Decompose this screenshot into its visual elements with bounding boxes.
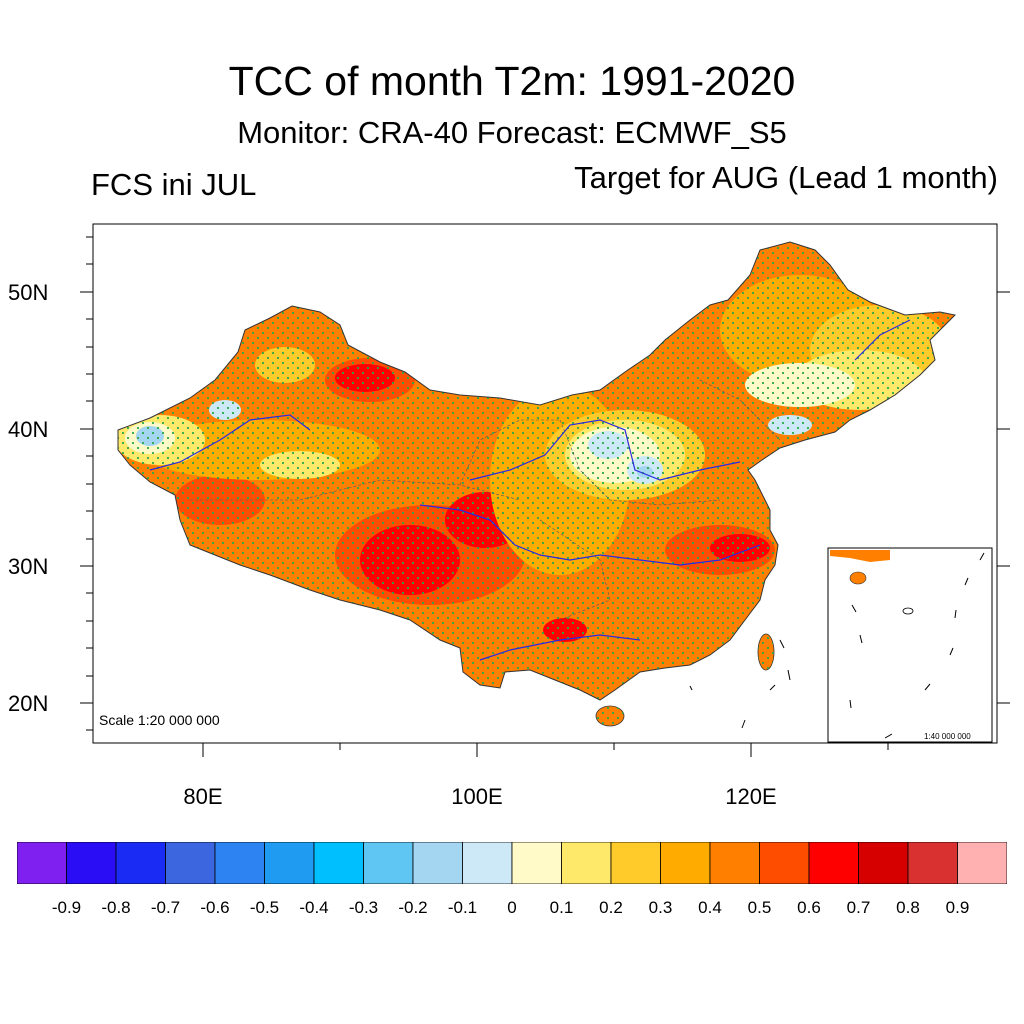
colorbar-tick-label: -0.7 [150,898,181,917]
colorbar-swatch [66,842,117,884]
colorbar-swatch [709,842,760,884]
lon-label-80e: 80E [183,784,223,809]
colorbar-swatch [808,842,859,884]
colorbar-swatch [313,842,364,884]
colorbar-swatch [561,842,612,884]
colorbar-tick-label: 0.6 [797,898,821,917]
right-label: Target for AUG (Lead 1 month) [574,160,998,195]
colorbar-tick-label: 0.3 [648,898,673,917]
colorbar-tick-label: -0.6 [200,898,230,917]
colorbar-swatch [462,842,513,884]
inset-islands [902,607,914,615]
colorbar-tick-label: -0.8 [101,898,131,917]
lon-label-120e: 120E [725,784,777,809]
province-borders [190,379,781,621]
colorbar-swatch [214,842,265,884]
colorbar-tick-label: -0.9 [51,898,82,917]
lon-label-100e: 100E [451,784,503,809]
colorbar-swatch [264,842,315,884]
lon-ticks [202,743,889,757]
scale-label: Scale 1:20 000 000 [99,712,220,728]
colorbar-tick-label: 0.5 [747,898,772,917]
inset-scale-label: 1:40 000 000 [924,732,971,741]
colorbar-tick-label: -0.3 [348,898,379,917]
colorbar-swatch [115,842,166,884]
rivers [149,319,911,661]
colorbar-tick-label: 0 [507,898,517,917]
colorbar-swatch [363,842,414,884]
lat-ticks [80,236,1010,731]
colorbar-tick-label: 0.8 [896,898,920,917]
colorbar-swatch [17,842,67,884]
lat-label-40n: 40N [8,417,49,442]
colorbar-swatch [412,842,463,884]
colorbar-swatch [165,842,216,884]
colorbar-swatch [858,842,909,884]
lat-label-50n: 50N [8,280,49,305]
colorbar-swatch [610,842,661,884]
colorbar-tick-label: -0.4 [299,898,329,917]
inset-hainan [849,571,867,585]
colorbar-tick-label: 0.1 [549,898,574,917]
colorbar-tick-label: -0.5 [249,898,280,917]
colorbar-swatch [511,842,562,884]
colorbar-tick-label: -0.2 [398,898,428,917]
chart-subtitle: Monitor: CRA-40 Forecast: ECMWF_S5 [237,115,787,150]
colorbar-tick-label: 0.7 [846,898,871,917]
colorbar [17,842,1007,884]
inset-coast [830,550,890,562]
colorbar-tick-label: -0.1 [447,898,478,917]
south-sea-dashes [689,639,791,729]
lat-label-20n: 20N [8,691,49,716]
nine-dash-line [849,552,985,739]
colorbar-swatch [957,842,1007,884]
lat-label-30n: 30N [8,554,49,579]
colorbar-swatch [660,842,711,884]
colorbar-tick-label: 0.2 [599,898,623,917]
colorbar-swatch [907,842,958,884]
left-label: FCS ini JUL [91,167,257,202]
colorbar-tick-label: 0.9 [945,898,970,917]
chart-title: TCC of month T2m: 1991-2020 [228,58,796,104]
colorbar-tick-label: 0.4 [698,898,722,917]
colorbar-swatch [759,842,810,884]
